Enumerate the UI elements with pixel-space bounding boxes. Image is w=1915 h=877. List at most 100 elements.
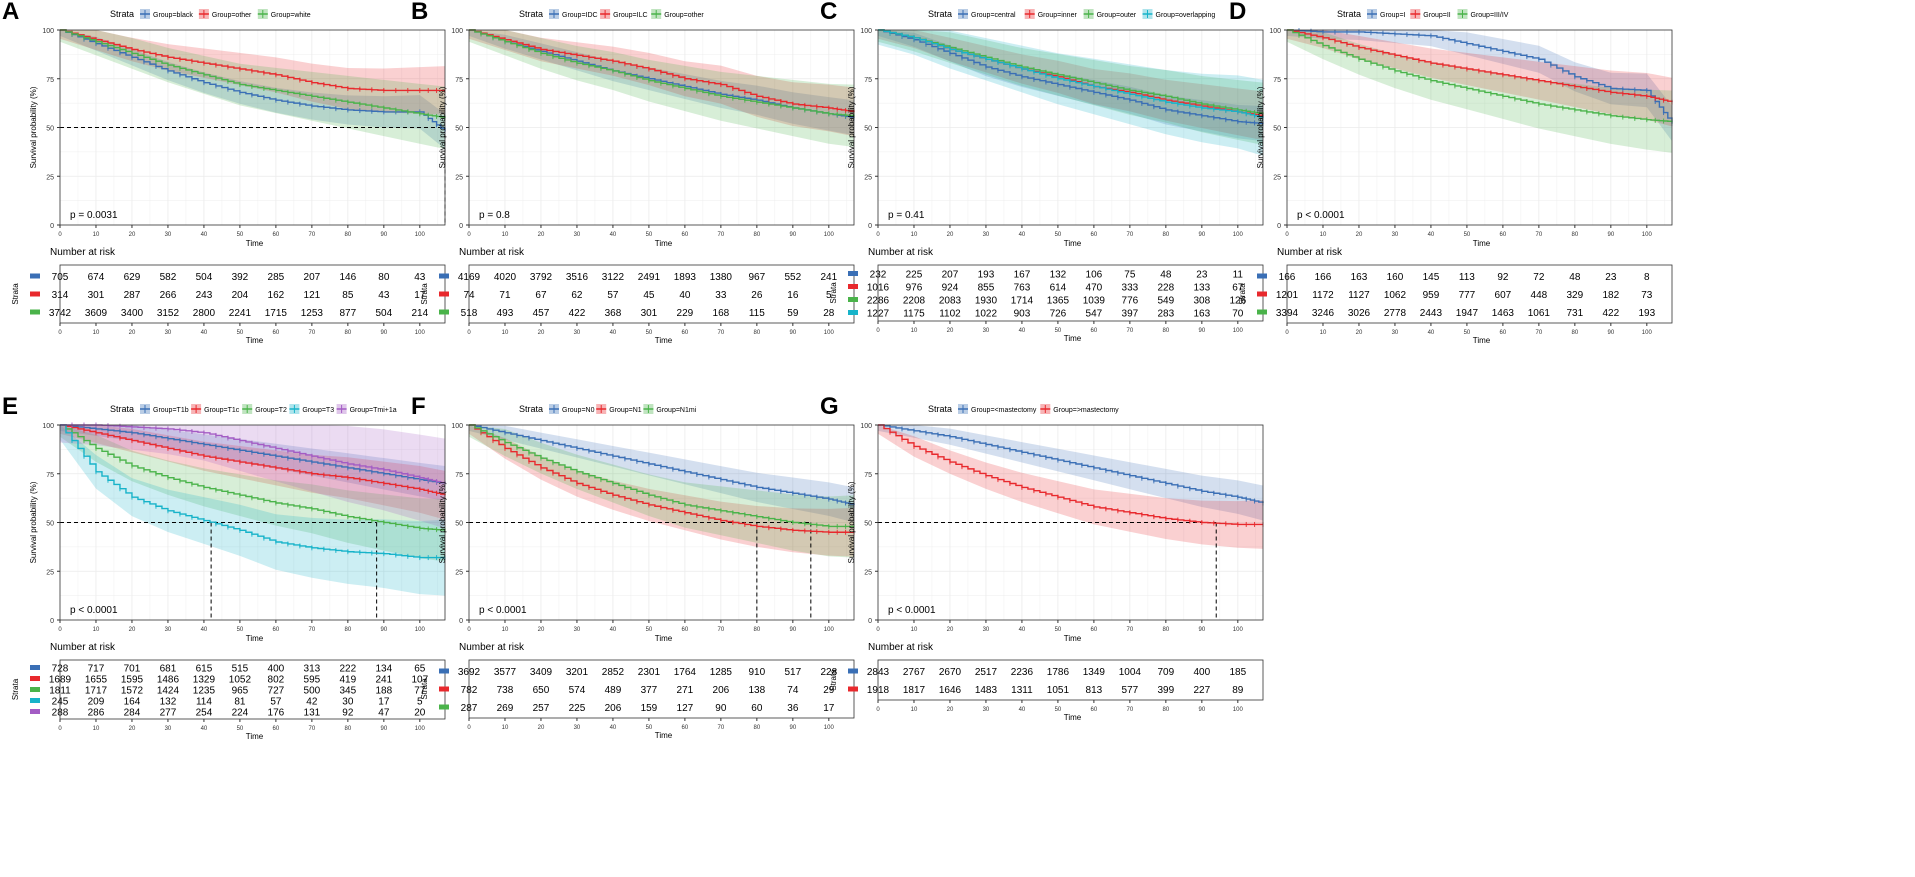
x-tick-label: 50 [237,627,244,633]
panel-e: E Strata Group=T1b Group=T1c Group=T2 Group=… [0,393,470,825]
risk-x-tick-label: 60 [682,725,689,731]
risk-count: 257 [533,703,550,714]
risk-count: 877 [340,308,357,319]
x-tick-label: 30 [165,627,172,633]
risk-count: 286 [88,708,105,719]
risk-count: 1572 [121,686,144,697]
risk-count: 17 [378,697,390,708]
x-tick-label: 0 [467,627,471,633]
risk-count: 308 [1193,296,1210,307]
risk-count: 2241 [229,308,252,319]
risk-count: 193 [978,270,995,281]
risk-x-tick-label: 20 [947,707,954,713]
risk-count: 1051 [1047,685,1070,696]
risk-x-tick-label: 10 [911,328,918,334]
risk-count: 2843 [867,667,890,678]
x-tick-label: 30 [165,232,172,238]
risk-count: 518 [461,308,478,319]
risk-count: 126 [1229,296,1246,307]
risk-count: 166 [1279,272,1296,283]
risk-x-tick-label: 100 [1233,328,1244,334]
x-tick-label: 100 [1642,232,1653,238]
risk-count: 243 [196,290,213,301]
risk-count: 17 [823,703,835,714]
x-tick-label: 80 [1163,627,1170,633]
risk-count: 1127 [1348,290,1370,301]
legend: Strata Group=black Group=other Group=white [110,9,311,19]
risk-x-tick-label: 10 [93,330,100,336]
y-axis-title: Survival probability (%) [1256,86,1265,168]
y-tick-label: 25 [46,174,54,181]
legend-item: Group=T1b [140,404,189,414]
risk-count: 8 [1644,272,1650,283]
risk-count: 3792 [530,272,553,283]
risk-count: 1061 [1528,308,1551,319]
strata-color-key [848,668,858,674]
risk-count: 1715 [265,308,288,319]
risk-count: 517 [784,667,801,678]
risk-count: 855 [978,283,995,294]
risk-table-border [59,264,446,324]
risk-count: 1893 [674,272,697,283]
x-tick-label: 40 [610,627,617,633]
survival-curve [60,424,446,531]
legend-item: Group=T1c [191,404,240,414]
risk-count: 228 [820,667,837,678]
risk-x-tick-label: 0 [467,725,471,731]
legend-item: Group=outer [1083,9,1137,19]
confidence-band [469,425,854,558]
risk-count: 614 [1050,283,1067,294]
risk-x-tick-label: 0 [58,726,62,732]
risk-table-title: Number at risk [868,247,934,258]
risk-x-tick-label: 20 [129,726,136,732]
x-tick-label: 90 [1198,232,1205,238]
x-tick-label: 0 [876,232,880,238]
legend-item: Group=IDC [549,9,598,19]
x-tick-label: 100 [415,627,426,633]
risk-x-tick-label: 30 [574,725,581,731]
strata-color-key [439,704,449,710]
risk-count: 3394 [1276,308,1299,319]
x-tick-label: 40 [1019,232,1026,238]
risk-count: 225 [569,703,586,714]
risk-count: 1689 [49,675,72,686]
risk-count: 40 [679,290,691,301]
risk-x-tick-label: 80 [1572,330,1579,336]
risk-count: 2517 [975,667,998,678]
risk-count: 1786 [1047,667,1070,678]
y-axis-title: Survival probability (%) [847,86,856,168]
risk-count: 1253 [301,308,324,319]
risk-count: 1039 [1083,296,1106,307]
risk-count: 1424 [157,686,180,697]
y-axis-title: Survival probability (%) [438,86,447,168]
risk-x-tick-label: 80 [754,330,761,336]
legend-label: Group=I [1380,12,1406,19]
strata-color-key [848,297,858,302]
risk-count: 45 [643,290,655,301]
risk-count: 802 [268,675,285,686]
risk-count: 114 [196,697,212,708]
panel-label: G [820,393,839,420]
risk-count: 2670 [939,667,962,678]
x-tick-label: 50 [646,232,653,238]
x-tick-label: 100 [824,232,835,238]
legend-label: Group=overlapping [1156,12,1216,19]
risk-count: 301 [88,290,105,301]
legend-label: Group=T1c [204,407,240,414]
risk-count: 23 [1196,270,1208,281]
km-chart-c: Strata Group=central Group=inner Group=oute… [829,9,1264,343]
risk-x-tick-label: 0 [58,330,62,336]
risk-x-tick-label: 40 [1428,330,1435,336]
risk-count: 33 [715,290,727,301]
risk-x-tick-label: 50 [1055,707,1062,713]
legend-item: Group=>mastectomy [1040,404,1119,414]
x-tick-label: 20 [129,232,136,238]
risk-count: 2852 [602,667,625,678]
risk-count: 241 [375,675,392,686]
x-tick-label: 40 [201,627,208,633]
risk-count: 30 [342,697,354,708]
x-tick-label: 50 [1055,232,1062,238]
strata-color-key [848,310,858,315]
risk-count: 650 [533,685,550,696]
confidence-band [60,30,445,115]
